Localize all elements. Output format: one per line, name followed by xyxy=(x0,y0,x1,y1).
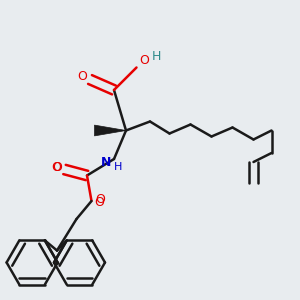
Text: O: O xyxy=(94,196,104,209)
Polygon shape xyxy=(94,125,126,136)
Text: H: H xyxy=(114,161,123,172)
Text: O: O xyxy=(78,70,87,83)
Text: O: O xyxy=(52,160,62,174)
Text: N: N xyxy=(101,155,112,169)
Text: O: O xyxy=(95,193,105,206)
Text: O: O xyxy=(51,160,61,174)
Text: H: H xyxy=(151,50,161,63)
Text: O: O xyxy=(139,53,149,67)
